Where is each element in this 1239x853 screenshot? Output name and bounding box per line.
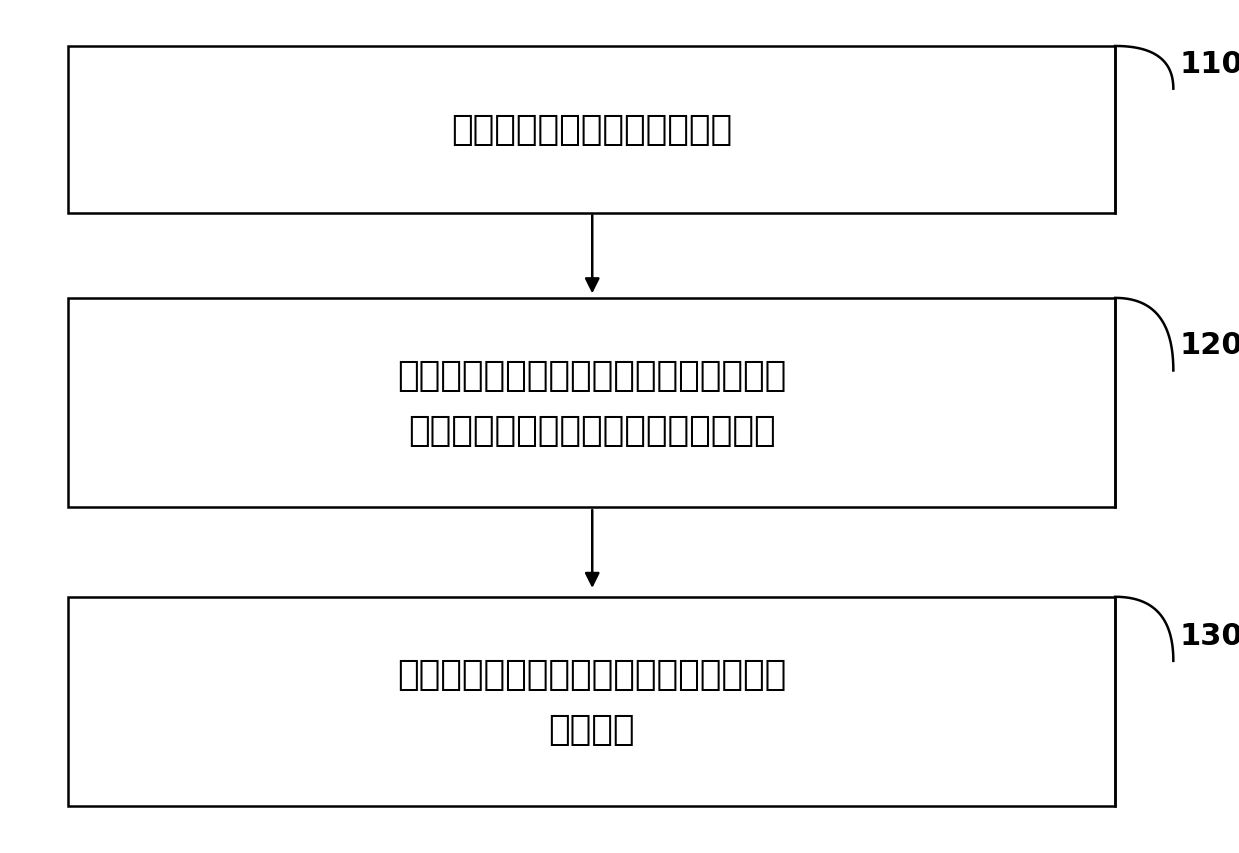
Bar	[68, 597, 1115, 806]
Text: 序列，获取单位时间内的抗干扰能量値: 序列，获取单位时间内的抗干扰能量値	[408, 414, 776, 448]
Text: 120: 120	[1180, 331, 1239, 360]
Text: 基于预设数量个连续的抗干扰能量値获取: 基于预设数量个连续的抗干扰能量値获取	[396, 657, 787, 691]
Text: 接收单位时间内的调制光信号: 接收单位时间内的调制光信号	[451, 113, 732, 147]
Text: 130: 130	[1180, 621, 1239, 650]
Text: 测量距离: 测量距离	[549, 712, 634, 746]
Bar	[68, 299, 1115, 508]
Bar	[68, 47, 1115, 213]
Text: 基于调制光信号的光能量，以及第二调制: 基于调制光信号的光能量，以及第二调制	[396, 358, 787, 392]
Text: 110: 110	[1180, 49, 1239, 78]
